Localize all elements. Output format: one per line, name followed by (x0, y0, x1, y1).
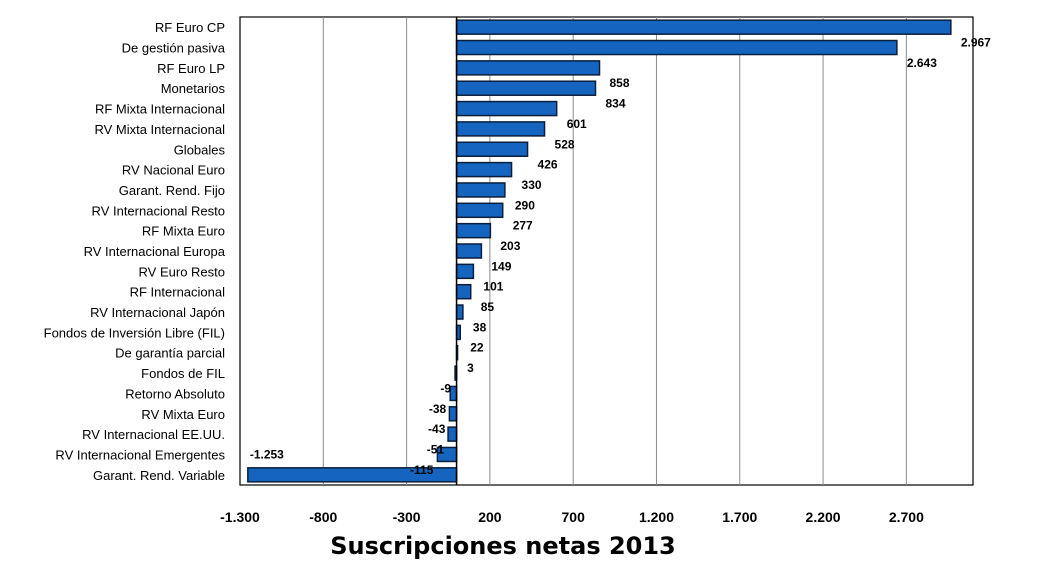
bar (455, 243, 483, 259)
bar (455, 263, 475, 280)
data-label: 85 (481, 300, 495, 314)
x-tick-label: 1.200 (639, 509, 674, 525)
bar (455, 19, 952, 35)
data-label: -1.253 (250, 447, 284, 461)
data-label: 528 (555, 137, 575, 151)
data-label: -51 (427, 442, 445, 456)
value-labels: 2.967 2.643 858 834 601 528 426 330 290 277 203 149… (250, 36, 991, 477)
bar (455, 39, 898, 56)
data-label: 149 (491, 259, 511, 273)
bar (455, 121, 546, 137)
category-label: De gestión pasiva (122, 41, 226, 56)
x-tick-labels: -1.300 -800 -300 200 700 1.200 1.700 2.200 2.700 (220, 509, 924, 525)
data-label: 290 (515, 198, 535, 212)
category-label: RF Mixta Internacional (95, 102, 225, 117)
bar (455, 182, 506, 198)
data-label: 2.967 (961, 36, 991, 50)
category-label: RV Internacional EE.UU. (82, 427, 225, 442)
plot-area (239, 16, 974, 486)
bar (447, 426, 458, 442)
x-tick-label: -800 (309, 509, 337, 525)
bar (455, 202, 504, 219)
bar (455, 222, 492, 239)
bar (455, 141, 529, 158)
data-label: 101 (483, 280, 503, 294)
data-label: 38 (473, 320, 487, 334)
category-label: Retorno Absoluto (125, 386, 225, 401)
bars (247, 19, 952, 483)
data-label: 330 (522, 178, 542, 192)
x-tick-label: -300 (393, 509, 421, 525)
data-label: -9 (440, 381, 451, 395)
category-label: Monetarios (161, 81, 226, 96)
x-tick-label: 200 (478, 509, 502, 525)
bar (455, 100, 558, 117)
bar (449, 385, 458, 402)
category-label: Fondos de FIL (141, 366, 225, 381)
category-label: De garantía parcial (115, 346, 225, 361)
data-label: 22 (470, 341, 484, 355)
bar (455, 304, 464, 320)
category-label: RV Euro Resto (139, 264, 225, 279)
category-label: RF Mixta Euro (142, 224, 225, 239)
bar (455, 161, 513, 178)
category-label: RV Mixta Euro (141, 407, 225, 422)
x-tick-label: 2.700 (889, 509, 924, 525)
x-tick-label: 1.700 (722, 509, 757, 525)
category-label: RV Internacional Japón (90, 305, 225, 320)
category-label: RF Euro LP (157, 61, 225, 76)
data-label: 834 (606, 97, 626, 111)
bar (448, 406, 458, 422)
data-label: -38 (429, 402, 447, 416)
data-label: 858 (610, 76, 630, 90)
category-labels: RF Euro CP De gestión pasiva RF Euro LP Mon… (44, 20, 226, 483)
category-label: RV Internacional Europa (84, 244, 226, 259)
x-axis-title: Suscripciones netas 2013 (330, 532, 676, 560)
category-label: RV Nacional Euro (122, 163, 225, 178)
data-label: 601 (567, 117, 587, 131)
category-label: Globales (174, 142, 226, 157)
category-label: RF Internacional (130, 285, 225, 300)
data-label: 426 (538, 158, 558, 172)
bar (455, 80, 597, 96)
x-tick-label: -1.300 (220, 509, 260, 525)
data-label: -43 (428, 422, 446, 436)
category-label: RF Euro CP (155, 20, 225, 35)
x-tick-label: 700 (562, 509, 586, 525)
category-label: RV Internacional Emergentes (55, 447, 225, 462)
bar (455, 283, 472, 300)
data-label: -115 (410, 463, 434, 477)
data-label: 3 (467, 361, 474, 375)
category-label: Fondos de Inversión Libre (FIL) (44, 325, 225, 340)
data-label: 203 (500, 239, 520, 253)
category-label: RV Mixta Internacional (94, 122, 225, 137)
data-label: 2.643 (907, 56, 937, 70)
category-label: Garant. Rend. Fijo (119, 183, 225, 198)
data-label: 277 (513, 219, 533, 233)
category-label: Garant. Rend. Variable (93, 468, 225, 483)
x-tick-label: 2.200 (806, 509, 841, 525)
bar (455, 60, 601, 76)
category-label: RV Internacional Resto (92, 203, 225, 218)
